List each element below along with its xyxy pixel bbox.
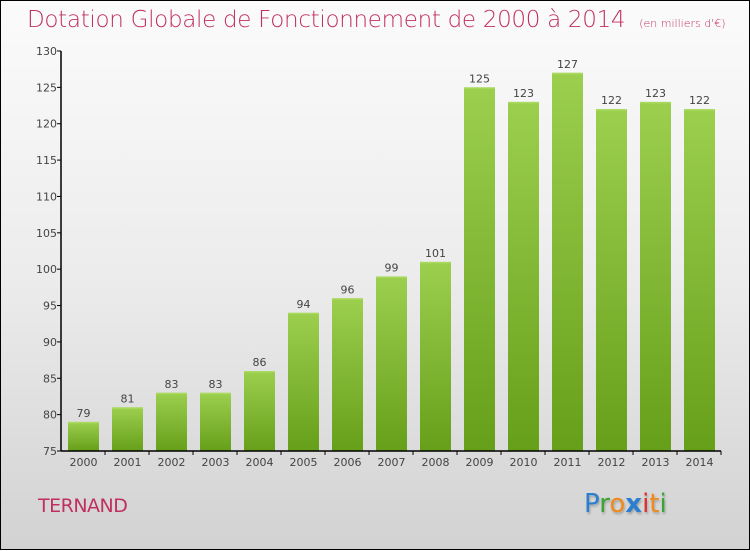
x-tick-label-2008: 2008	[422, 456, 450, 469]
bar-highlight-2004	[244, 371, 275, 373]
x-tick-label-2002: 2002	[158, 456, 186, 469]
commune-name: TERNAND	[38, 495, 128, 517]
x-tick-label-2000: 2000	[70, 456, 98, 469]
bar-2004	[244, 371, 275, 451]
bar-highlight-2002	[156, 392, 187, 395]
y-tick-label-110: 110	[36, 190, 57, 203]
bars-group: 79 81 83 83 86 94 96 99 101 125 123 127 122 123 122	[68, 58, 715, 452]
value-label-2004: 86	[253, 356, 267, 369]
bar-highlight-2001	[112, 407, 143, 409]
y-tick-label-125: 125	[36, 81, 57, 94]
logo-letter: o	[609, 489, 626, 519]
bar-2008	[420, 261, 451, 451]
value-label-2009: 125	[469, 72, 490, 85]
bar-highlight-2005	[288, 312, 319, 315]
bar-2000	[68, 421, 99, 451]
logo-letter: i	[642, 489, 650, 519]
logo-letter: t	[649, 489, 660, 519]
bar-2013	[640, 101, 671, 451]
y-tick-label-130: 130	[36, 45, 57, 58]
bar-highlight-2009	[464, 87, 495, 89]
x-tick-label-2007: 2007	[378, 456, 406, 469]
value-label-2000: 79	[77, 407, 91, 420]
bar-highlight-2012	[596, 109, 627, 111]
x-tick-label-2012: 2012	[598, 456, 626, 469]
value-label-2003: 83	[209, 378, 223, 391]
logo-letter: i	[659, 489, 667, 519]
logo-letter: r	[599, 489, 610, 519]
y-tick-label-100: 100	[36, 263, 57, 276]
bar-2010	[508, 101, 539, 451]
y-tick-label-85: 85	[43, 372, 57, 385]
bar-highlight-2007	[376, 276, 407, 278]
chart-subtitle: (en milliers d'€)	[639, 17, 726, 30]
x-tick-label-2010: 2010	[510, 456, 538, 469]
bar-highlight-2014	[684, 109, 715, 111]
x-tick-label-2001: 2001	[114, 456, 142, 469]
x-tick-label-2006: 2006	[334, 456, 362, 469]
y-tick-label-120: 120	[36, 118, 57, 131]
proxiti-logo[interactable]: Proxiti	[584, 489, 667, 519]
y-tick-label-80: 80	[43, 409, 57, 422]
bar-2012	[596, 109, 627, 451]
x-tick-label-2009: 2009	[466, 456, 494, 469]
value-label-2008: 101	[425, 247, 446, 260]
bar-2006	[332, 298, 363, 451]
bar-2011	[552, 72, 583, 452]
x-tick-label-2013: 2013	[642, 456, 670, 469]
y-tick-label-95: 95	[43, 300, 57, 313]
value-label-2002: 83	[165, 378, 179, 391]
chart-title: Dotation Globale de Fonctionnement de 20…	[27, 7, 726, 33]
value-label-2005: 94	[297, 298, 311, 311]
bar-highlight-2006	[332, 298, 363, 300]
chart-title-text: Dotation Globale de Fonctionnement de 20…	[27, 7, 626, 33]
bar-highlight-2008	[420, 261, 451, 264]
logo-letter: x	[625, 489, 643, 519]
bar-2003	[200, 392, 231, 451]
value-label-2010: 123	[513, 87, 534, 100]
x-tick-label-2003: 2003	[202, 456, 230, 469]
x-tick-label-2014: 2014	[686, 456, 714, 469]
bar-2002	[156, 392, 187, 451]
bar-2009	[464, 87, 495, 451]
value-label-2014: 122	[689, 94, 710, 107]
y-tick-label-115: 115	[36, 154, 57, 167]
y-tick-label-90: 90	[43, 336, 57, 349]
bar-2007	[376, 276, 407, 451]
x-tick-label-2005: 2005	[290, 456, 318, 469]
bar-highlight-2011	[552, 72, 583, 75]
value-label-2001: 81	[121, 392, 135, 405]
axes-group: 2000 2001 2002 2003 2004 2005 2006 2007 2008 2009…	[36, 45, 722, 469]
value-label-2011: 127	[557, 58, 578, 71]
value-label-2006: 96	[341, 283, 355, 296]
x-tick-label-2011: 2011	[554, 456, 582, 469]
bar-2001	[112, 407, 143, 451]
bar-2014	[684, 109, 715, 451]
bar-highlight-2003	[200, 392, 231, 395]
value-label-2012: 122	[601, 94, 622, 107]
x-tick-label-2004: 2004	[246, 456, 274, 469]
bar-highlight-2000	[68, 421, 99, 424]
bar-highlight-2013	[640, 101, 671, 104]
value-label-2007: 99	[385, 261, 399, 274]
y-tick-label-75: 75	[43, 445, 57, 458]
y-tick-label-105: 105	[36, 227, 57, 240]
value-label-2013: 123	[645, 87, 666, 100]
bar-highlight-2010	[508, 101, 539, 104]
bar-2005	[288, 312, 319, 451]
logo-letter: P	[584, 489, 600, 519]
